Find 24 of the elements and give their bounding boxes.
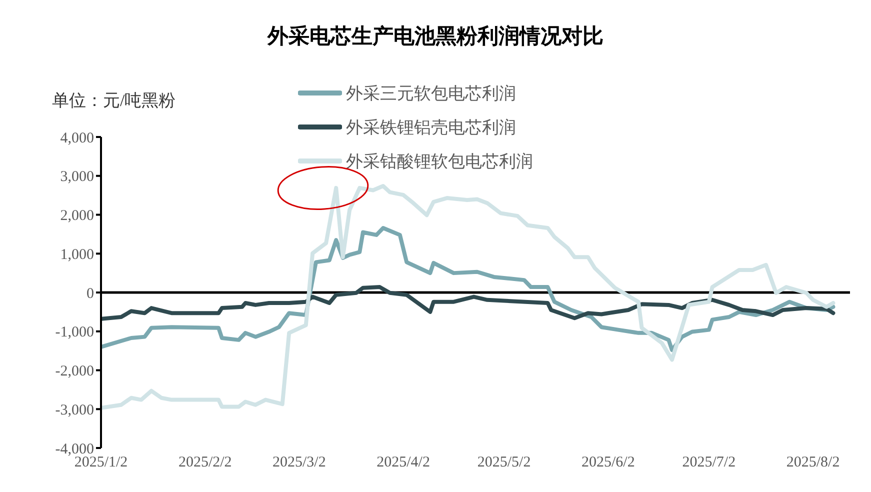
x-tick-label: 2025/2/2 (178, 454, 232, 471)
x-tick-label: 2025/7/2 (682, 454, 736, 471)
y-axis-title: 单位：元/吨黑粉 (52, 90, 176, 112)
y-tick-label: -2,000 (55, 364, 94, 380)
x-tick-label: 2025/1/2 (74, 454, 128, 471)
y-tick-label: -4,000 (55, 441, 94, 458)
x-tick-label: 2025/6/2 (582, 454, 635, 471)
y-tick-label: -1,000 (55, 324, 94, 341)
y-tick-label: -3,000 (55, 402, 94, 418)
legend-label: 外采三元软包电芯利润 (346, 82, 516, 104)
y-tick-label: 4,000 (60, 130, 94, 146)
x-tick-label: 2025/5/2 (477, 454, 531, 471)
line-series (101, 184, 836, 410)
y-tick-label: 1,000 (60, 246, 94, 263)
x-tick-label: 2025/3/2 (272, 454, 326, 471)
x-tick-label: 2025/8/2 (786, 454, 840, 471)
legend-label: 外采铁锂铝壳电芯利润 (346, 116, 516, 138)
y-tick-label: 2,000 (60, 208, 94, 224)
y-tick-label: 0 (86, 286, 94, 302)
chart-title: 外采电芯生产电池黑粉利润情况对比 (266, 23, 604, 50)
x-tick-label: 2025/4/2 (376, 454, 430, 471)
line-series (101, 285, 836, 321)
legend-label: 外采钴酸锂软包电芯利润 (346, 150, 533, 172)
y-tick-label: 3,000 (60, 169, 94, 186)
